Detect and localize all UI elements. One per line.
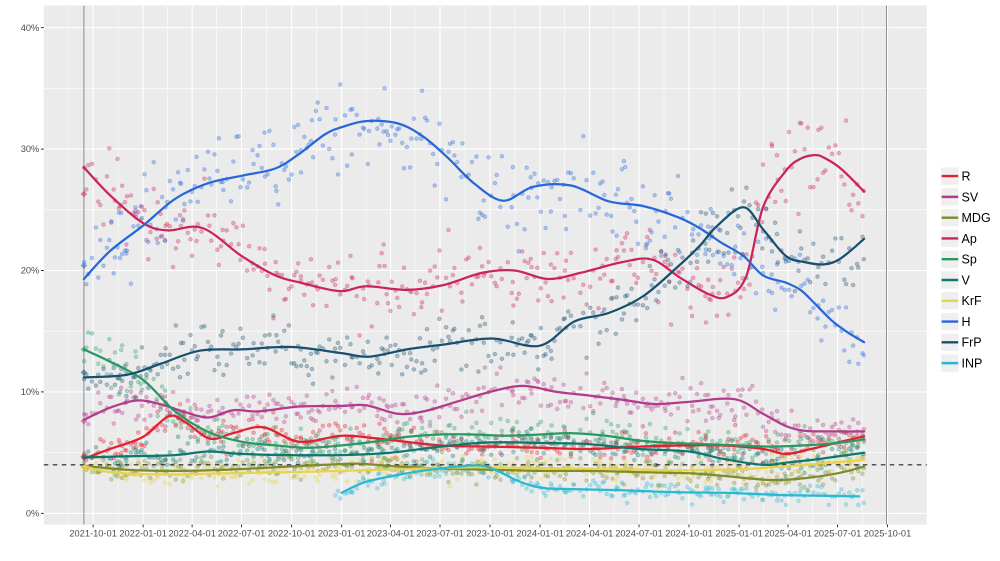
- svg-text:INP: INP: [962, 357, 983, 371]
- svg-text:0%: 0%: [26, 509, 39, 519]
- svg-text:2022-01-01: 2022-01-01: [119, 529, 167, 539]
- svg-text:2024-10-01: 2024-10-01: [665, 529, 713, 539]
- svg-text:2025-04-01: 2025-04-01: [764, 529, 812, 539]
- svg-text:V: V: [962, 273, 971, 287]
- svg-text:2023-04-01: 2023-04-01: [367, 529, 415, 539]
- svg-text:Sp: Sp: [962, 253, 977, 267]
- svg-text:2024-01-01: 2024-01-01: [516, 529, 564, 539]
- svg-text:2021-10-01: 2021-10-01: [69, 529, 117, 539]
- svg-text:2022-10-01: 2022-10-01: [268, 529, 316, 539]
- svg-text:H: H: [962, 315, 971, 329]
- svg-text:2025-07-01: 2025-07-01: [814, 529, 862, 539]
- svg-text:FrP: FrP: [962, 336, 982, 350]
- svg-text:KrF: KrF: [962, 294, 983, 308]
- svg-text:2024-04-01: 2024-04-01: [566, 529, 614, 539]
- svg-text:40%: 40%: [21, 23, 40, 33]
- svg-text:R: R: [962, 170, 971, 184]
- svg-text:30%: 30%: [21, 144, 40, 154]
- svg-text:SV: SV: [962, 190, 979, 204]
- svg-text:Ap: Ap: [962, 232, 977, 246]
- svg-text:MDG: MDG: [962, 211, 991, 225]
- svg-text:2022-04-01: 2022-04-01: [168, 529, 216, 539]
- svg-text:2022-07-01: 2022-07-01: [218, 529, 266, 539]
- svg-text:2025-01-01: 2025-01-01: [715, 529, 763, 539]
- svg-text:2023-10-01: 2023-10-01: [466, 529, 514, 539]
- svg-text:10%: 10%: [21, 387, 40, 397]
- svg-text:2025-10-01: 2025-10-01: [864, 529, 912, 539]
- svg-text:20%: 20%: [21, 266, 40, 276]
- svg-text:2024-07-01: 2024-07-01: [615, 529, 663, 539]
- svg-text:2023-01-01: 2023-01-01: [318, 529, 366, 539]
- svg-text:2023-07-01: 2023-07-01: [416, 529, 464, 539]
